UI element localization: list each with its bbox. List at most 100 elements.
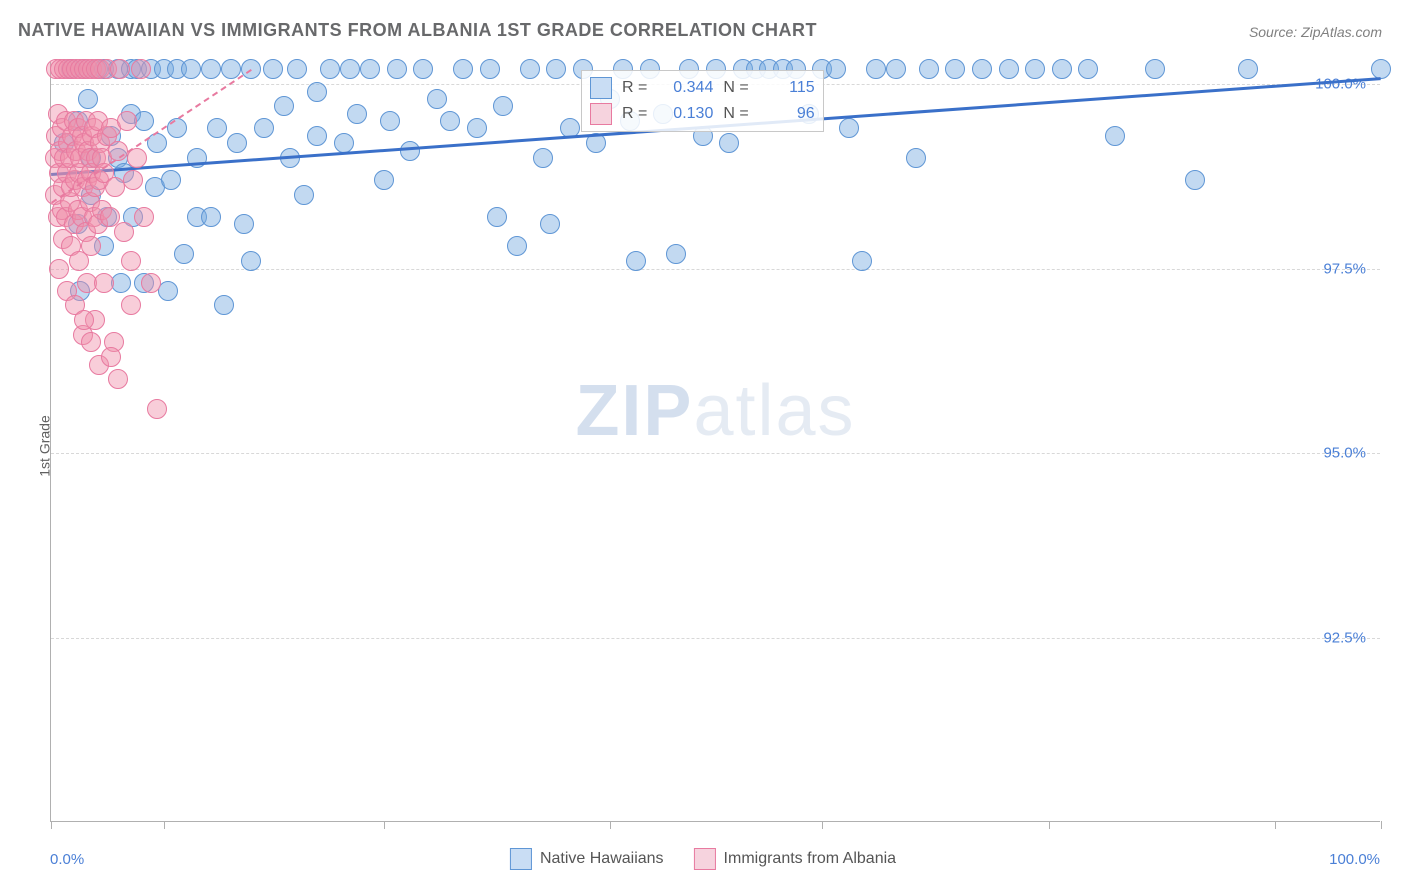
data-point xyxy=(274,96,294,116)
data-point xyxy=(141,273,161,293)
stats-legend-box: R = 0.344 N = 115 R = 0.130 N = 96 xyxy=(581,70,824,132)
stats-r-value: 0.344 xyxy=(657,79,713,97)
data-point xyxy=(241,251,261,271)
legend-item-blue: Native Hawaiians xyxy=(510,848,664,870)
x-tick xyxy=(384,821,385,829)
data-point xyxy=(945,59,965,79)
data-point xyxy=(227,133,247,153)
data-point xyxy=(453,59,473,79)
chart-title: NATIVE HAWAIIAN VS IMMIGRANTS FROM ALBAN… xyxy=(18,20,817,41)
gridline xyxy=(51,453,1380,454)
stats-swatch xyxy=(590,103,612,125)
stats-row: R = 0.344 N = 115 xyxy=(590,75,815,101)
data-point xyxy=(207,118,227,138)
stats-r-value: 0.130 xyxy=(657,105,713,123)
data-point xyxy=(214,295,234,315)
data-point xyxy=(307,82,327,102)
data-point xyxy=(117,111,137,131)
y-tick-label: 95.0% xyxy=(1323,445,1366,462)
gridline xyxy=(51,638,1380,639)
data-point xyxy=(919,59,939,79)
data-point xyxy=(347,104,367,124)
data-point xyxy=(507,236,527,256)
stats-swatch xyxy=(590,77,612,99)
stats-r-key: R = xyxy=(622,105,647,123)
legend-swatch-blue xyxy=(510,848,532,870)
stats-r-key: R = xyxy=(622,79,647,97)
x-axis-min-label: 0.0% xyxy=(50,851,84,868)
data-point xyxy=(131,59,151,79)
data-point xyxy=(413,59,433,79)
data-point xyxy=(427,89,447,109)
legend-label-blue: Native Hawaiians xyxy=(540,850,664,867)
x-tick xyxy=(1049,821,1050,829)
data-point xyxy=(852,251,872,271)
data-point xyxy=(287,59,307,79)
data-point xyxy=(520,59,540,79)
data-point xyxy=(201,59,221,79)
x-tick xyxy=(822,821,823,829)
data-point xyxy=(1052,59,1072,79)
x-axis-max-label: 100.0% xyxy=(1329,851,1380,868)
stats-n-value: 96 xyxy=(759,105,815,123)
y-tick-label: 97.5% xyxy=(1323,260,1366,277)
data-point xyxy=(307,126,327,146)
data-point xyxy=(263,59,283,79)
data-point xyxy=(254,118,274,138)
data-point xyxy=(906,148,926,168)
data-point xyxy=(147,399,167,419)
data-point xyxy=(234,214,254,234)
data-point xyxy=(972,59,992,79)
data-point xyxy=(626,251,646,271)
data-point xyxy=(134,207,154,227)
watermark: ZIPatlas xyxy=(575,370,855,452)
data-point xyxy=(719,133,739,153)
data-point xyxy=(161,170,181,190)
x-tick xyxy=(610,821,611,829)
data-point xyxy=(387,59,407,79)
x-tick xyxy=(164,821,165,829)
data-point xyxy=(334,133,354,153)
data-point xyxy=(158,281,178,301)
data-point xyxy=(105,177,125,197)
data-point xyxy=(74,310,94,330)
data-point xyxy=(49,259,69,279)
data-point xyxy=(480,59,500,79)
stats-row: R = 0.130 N = 96 xyxy=(590,101,815,127)
data-point xyxy=(999,59,1019,79)
data-point xyxy=(826,59,846,79)
x-tick xyxy=(1381,821,1382,829)
source-attribution: Source: ZipAtlas.com xyxy=(1249,24,1382,40)
data-point xyxy=(181,59,201,79)
data-point xyxy=(114,222,134,242)
data-point xyxy=(111,273,131,293)
data-point xyxy=(78,89,98,109)
data-point xyxy=(121,295,141,315)
data-point xyxy=(1078,59,1098,79)
data-point xyxy=(666,244,686,264)
data-point xyxy=(1105,126,1125,146)
data-point xyxy=(533,148,553,168)
stats-n-key: N = xyxy=(723,105,748,123)
data-point xyxy=(81,332,101,352)
legend-item-pink: Immigrants from Albania xyxy=(694,848,897,870)
data-point xyxy=(839,118,859,138)
y-tick-label: 92.5% xyxy=(1323,629,1366,646)
data-point xyxy=(360,59,380,79)
data-point xyxy=(94,273,114,293)
data-point xyxy=(201,207,221,227)
legend-label-pink: Immigrants from Albania xyxy=(724,850,897,867)
data-point xyxy=(440,111,460,131)
data-point xyxy=(1145,59,1165,79)
bottom-legend: Native Hawaiians Immigrants from Albania xyxy=(510,848,896,870)
data-point xyxy=(467,118,487,138)
data-point xyxy=(1185,170,1205,190)
data-point xyxy=(174,244,194,264)
stats-n-value: 115 xyxy=(759,79,815,97)
legend-swatch-pink xyxy=(694,848,716,870)
stats-n-key: N = xyxy=(723,79,748,97)
data-point xyxy=(81,236,101,256)
data-point xyxy=(101,347,121,367)
x-tick xyxy=(51,821,52,829)
data-point xyxy=(493,96,513,116)
